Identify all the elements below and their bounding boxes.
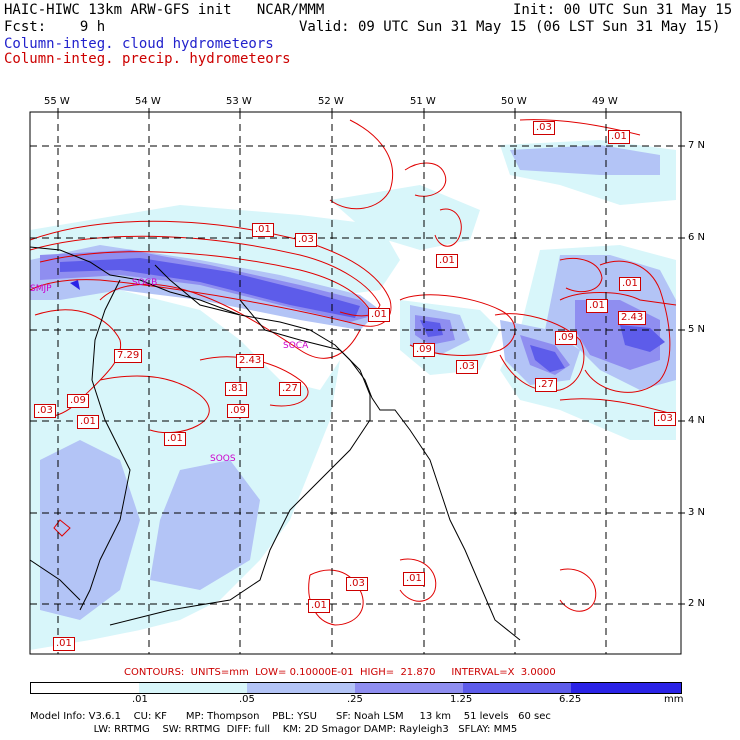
contour-label: .03 <box>346 577 368 591</box>
lon-label: 50 W <box>501 96 527 107</box>
contour-label: .03 <box>456 360 478 374</box>
cloud-shading <box>30 140 676 650</box>
contour-label: .01 <box>608 130 630 144</box>
contour-label: .09 <box>67 394 89 408</box>
colorbar-units: mm <box>664 694 684 705</box>
init-time: Init: 00 UTC Sun 31 May 15 <box>513 2 733 18</box>
contour-label: .27 <box>535 378 557 392</box>
colorbar-segment <box>31 683 139 693</box>
contour-label: .01 <box>436 254 458 268</box>
lon-label: 49 W <box>592 96 618 107</box>
contour-label: .03 <box>533 121 555 135</box>
lon-label: 54 W <box>135 96 161 107</box>
contour-label: 2.43 <box>236 354 265 368</box>
colorbar-segment <box>571 683 681 693</box>
contour-label: .01 <box>53 637 75 651</box>
contour-label: .01 <box>368 308 390 322</box>
lat-label: 6 N <box>688 232 706 243</box>
colorbar-tick: 6.25 <box>559 694 582 705</box>
lon-label: 53 W <box>226 96 252 107</box>
contour-label: .01 <box>586 299 608 313</box>
station-label: SOOS <box>210 454 236 464</box>
contour-label: 2.43 <box>618 311 647 325</box>
station-label: SOCA <box>283 341 309 351</box>
valid-time: Valid: 09 UTC Sun 31 May 15 (06 LST Sun … <box>299 19 721 35</box>
lat-label: 5 N <box>688 324 706 335</box>
lon-label: 52 W <box>318 96 344 107</box>
contour-label: .01 <box>164 432 186 446</box>
map-frame <box>29 111 682 655</box>
contour-info: CONTOURS: UNITS=mm LOW= 0.10000E-01 HIGH… <box>124 667 556 678</box>
lat-label: 4 N <box>688 415 706 426</box>
lat-lon-grid <box>30 112 681 654</box>
lat-label: 3 N <box>688 507 706 518</box>
contour-label: .03 <box>34 404 56 418</box>
model-info-line2: LW: RRTMG SW: RRTMG DIFF: full KM: 2D Sm… <box>30 724 518 735</box>
contour-label: .01 <box>308 599 330 613</box>
colorbar-segment <box>247 683 355 693</box>
contour-label: .03 <box>295 233 317 247</box>
station-label: SMJP <box>30 284 52 294</box>
contour-label: .81 <box>225 382 247 396</box>
contour-label: .01 <box>252 223 274 237</box>
contour-label: .27 <box>279 382 301 396</box>
colorbar-segment <box>139 683 247 693</box>
contour-label: .09 <box>413 343 435 357</box>
contour-label: 7.29 <box>114 349 143 363</box>
colorbar-tick: 1.25 <box>450 694 473 705</box>
contour-label: .09 <box>227 404 249 418</box>
coastline-borders <box>30 246 521 641</box>
lon-label: 51 W <box>410 96 436 107</box>
colorbar-segment <box>463 683 571 693</box>
station-label: SOCB <box>132 278 158 288</box>
contour-label: .09 <box>555 331 577 345</box>
model-info-line1: Model Info: V3.6.1 CU: KF MP: Thompson P… <box>30 711 551 722</box>
colorbar-tick: .05 <box>239 694 255 705</box>
contour-label: .01 <box>619 277 641 291</box>
contour-label: .01 <box>403 572 425 586</box>
model-title: HAIC-HIWC 13km ARW-GFS init NCAR/MMM <box>4 2 325 18</box>
lat-label: 7 N <box>688 140 706 151</box>
contour-label: .01 <box>77 415 99 429</box>
lon-label: 55 W <box>44 96 70 107</box>
precip-field-label: Column-integ. precip. hydrometeors <box>4 51 291 67</box>
forecast-hour: Fcst: 9 h <box>4 19 106 35</box>
colorbar-segment <box>355 683 463 693</box>
contour-label: .03 <box>654 412 676 426</box>
colorbar-tick: .01 <box>132 694 148 705</box>
colorbar <box>30 682 682 694</box>
colorbar-tick: .25 <box>347 694 363 705</box>
cloud-field-label: Column-integ. cloud hydrometeors <box>4 36 274 52</box>
lat-label: 2 N <box>688 598 706 609</box>
